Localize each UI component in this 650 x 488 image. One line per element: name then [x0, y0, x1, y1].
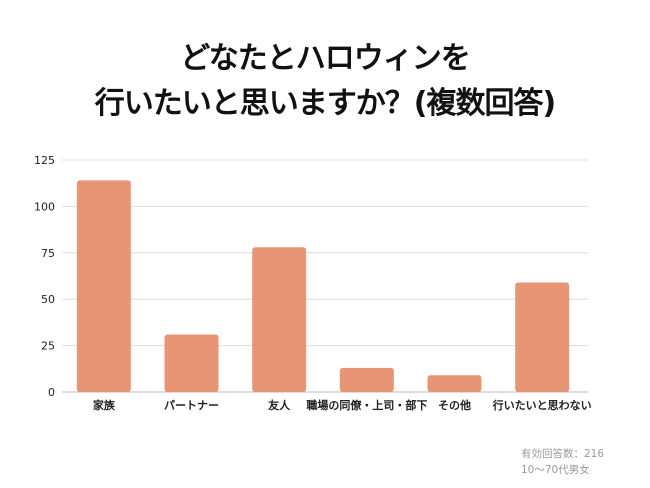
x-tick-label: 職場の同僚・上司・部下	[306, 398, 427, 412]
x-tick-label: 家族	[93, 398, 116, 412]
bars	[76, 180, 570, 392]
chart-title-line-1: どなたとハロウィンを	[180, 41, 470, 76]
y-axis-ticks: 0 25 50 75 100 125	[34, 154, 55, 399]
respondent-count-note: 有効回答数：216	[521, 448, 605, 460]
chart-title-line-2: 行いたいと思いますか？(複数回答)	[94, 86, 556, 121]
x-tick-label: パートナー	[164, 399, 219, 412]
bar-0	[76, 180, 131, 392]
bar-2	[252, 247, 307, 392]
x-tick-label: 友人	[268, 398, 291, 412]
y-tick-label: 25	[41, 340, 55, 353]
grid-lines	[62, 159, 588, 393]
x-axis-ticks: 家族 パートナー 友人 職場の同僚・上司・部下 その他 行いたいと思わない	[93, 398, 592, 412]
y-tick-label: 125	[34, 154, 55, 167]
x-tick-label: 行いたいと思わない	[492, 398, 592, 412]
bar-4	[427, 375, 482, 392]
y-tick-label: 50	[41, 293, 55, 306]
x-tick-label: その他	[438, 398, 471, 412]
y-tick-label: 100	[34, 200, 55, 213]
bar-3	[339, 367, 394, 392]
respondent-demographic-note: 10〜70代男女	[521, 464, 590, 476]
bar-5	[515, 282, 570, 392]
bar-1	[164, 334, 219, 392]
y-tick-label: 75	[41, 247, 55, 260]
y-tick-label: 0	[48, 386, 55, 399]
